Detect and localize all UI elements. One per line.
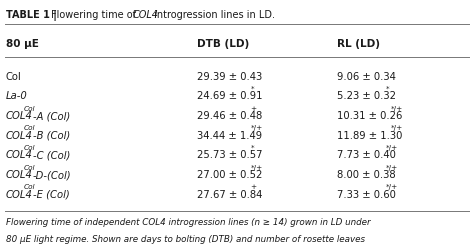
Text: +: + — [251, 106, 257, 112]
Text: 7.33 ± 0.60: 7.33 ± 0.60 — [337, 190, 395, 200]
Text: TABLE 1 |: TABLE 1 | — [6, 10, 60, 21]
Text: La-0: La-0 — [6, 91, 27, 102]
Text: 25.73 ± 0.57: 25.73 ± 0.57 — [197, 150, 262, 161]
Text: */+: */+ — [251, 165, 263, 171]
Text: */+: */+ — [386, 165, 398, 171]
Text: Col: Col — [24, 106, 35, 112]
Text: 10.31 ± 0.26: 10.31 ± 0.26 — [337, 111, 402, 121]
Text: COL4: COL4 — [133, 10, 159, 20]
Text: 11.89 ± 1.30: 11.89 ± 1.30 — [337, 131, 402, 141]
Text: -E (Col): -E (Col) — [33, 190, 69, 200]
Text: -B (Col): -B (Col) — [33, 131, 70, 141]
Text: */+: */+ — [386, 184, 398, 190]
Text: 34.44 ± 1.49: 34.44 ± 1.49 — [197, 131, 262, 141]
Text: 8.00 ± 0.38: 8.00 ± 0.38 — [337, 170, 395, 180]
Text: DTB (LD): DTB (LD) — [197, 39, 249, 49]
Text: */+: */+ — [386, 145, 398, 151]
Text: 80 μE: 80 μE — [6, 39, 38, 49]
Text: Flowering time of independent COL4 introgression lines (n ≥ 14) grown in LD unde: Flowering time of independent COL4 intro… — [6, 218, 370, 227]
Text: 27.00 ± 0.52: 27.00 ± 0.52 — [197, 170, 262, 180]
Text: Col: Col — [24, 145, 35, 151]
Text: */+: */+ — [391, 125, 403, 131]
Text: COL4: COL4 — [6, 190, 33, 200]
Text: 9.06 ± 0.34: 9.06 ± 0.34 — [337, 72, 395, 82]
Text: 27.67 ± 0.84: 27.67 ± 0.84 — [197, 190, 262, 200]
Text: Flowering time of: Flowering time of — [51, 10, 139, 20]
Text: Col: Col — [24, 184, 35, 190]
Text: Col: Col — [6, 72, 21, 82]
Text: 29.46 ± 0.48: 29.46 ± 0.48 — [197, 111, 262, 121]
Text: 24.69 ± 0.91: 24.69 ± 0.91 — [197, 91, 262, 102]
Text: RL (LD): RL (LD) — [337, 39, 380, 49]
Text: *: * — [251, 145, 254, 151]
Text: Col: Col — [24, 125, 35, 131]
Text: 29.39 ± 0.43: 29.39 ± 0.43 — [197, 72, 262, 82]
Text: COL4: COL4 — [6, 170, 33, 180]
Text: 7.73 ± 0.40: 7.73 ± 0.40 — [337, 150, 395, 161]
Text: -D-(Col): -D-(Col) — [33, 170, 71, 180]
Text: introgression lines in LD.: introgression lines in LD. — [151, 10, 275, 20]
Text: 80 μE light regime. Shown are days to bolting (DTB) and number of rosette leaves: 80 μE light regime. Shown are days to bo… — [6, 235, 365, 244]
Text: -C (Col): -C (Col) — [33, 150, 70, 161]
Text: *: * — [386, 86, 390, 92]
Text: +: + — [251, 184, 257, 190]
Text: Col: Col — [24, 165, 35, 171]
Text: COL4: COL4 — [6, 111, 33, 121]
Text: -A (Col): -A (Col) — [33, 111, 70, 121]
Text: */+: */+ — [391, 106, 403, 112]
Text: 5.23 ± 0.32: 5.23 ± 0.32 — [337, 91, 395, 102]
Text: COL4: COL4 — [6, 150, 33, 161]
Text: *: * — [251, 86, 254, 92]
Text: */+: */+ — [251, 125, 263, 131]
Text: COL4: COL4 — [6, 131, 33, 141]
